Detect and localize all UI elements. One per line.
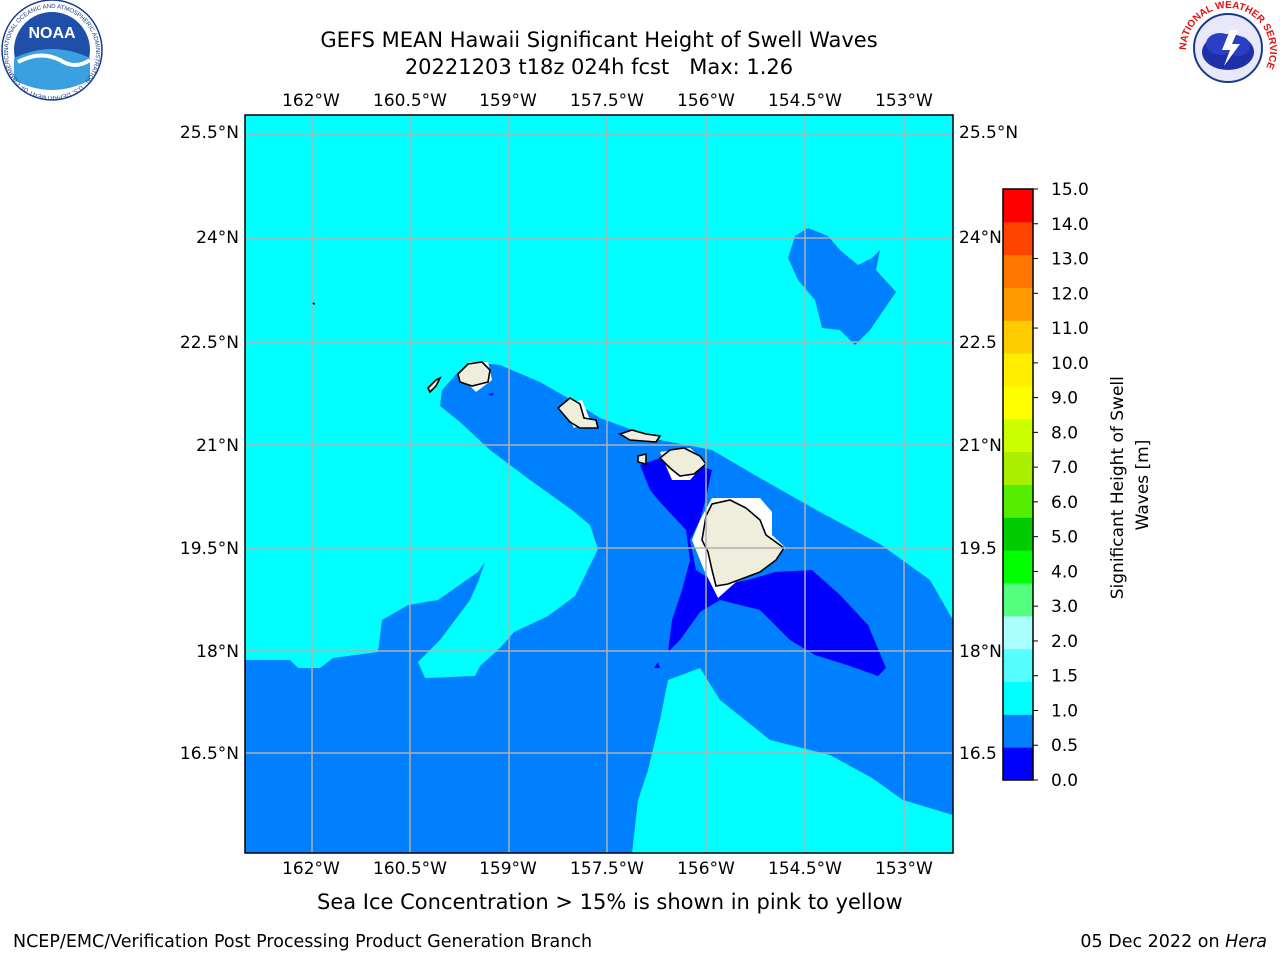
lon-ticks-bottom: 162°W 160.5°W 159°W 157.5°W 156°W 154.5°…	[282, 859, 933, 879]
colorbar-tick-label: 1.5	[1051, 667, 1078, 687]
lon-tick-top: 159°W	[479, 91, 537, 111]
island-lanai	[637, 452, 647, 466]
nws-logo: NATIONAL WEATHER SERVICE	[1178, 0, 1278, 96]
colorbar-tick-label: 7.0	[1051, 458, 1078, 478]
colorbar-label: Significant Height of Swell Waves [m]	[1108, 371, 1153, 600]
contour-band-0.5-1.0	[245, 362, 953, 853]
lon-tick-top: 162°W	[282, 91, 340, 111]
gridlines	[245, 115, 953, 853]
colorbar-tick-label: 0.5	[1051, 736, 1078, 756]
colorbar	[1002, 188, 1034, 781]
island-kauai	[457, 361, 491, 387]
lat-tick-right: 25.5°N	[959, 123, 1018, 143]
lon-tick-top: 156°W	[677, 91, 735, 111]
lon-tick-bottom: 154.5°W	[768, 859, 842, 879]
lat-tick-left: 24°N	[196, 228, 239, 248]
lon-ticks-top: 162°W 160.5°W 159°W 157.5°W 156°W 154.5°…	[282, 91, 933, 111]
lat-ticks-left: 25.5°N 24°N 22.5°N 21°N 19.5°N 18°N 16.5…	[180, 123, 239, 764]
colorbar-tick-label: 15.0	[1051, 180, 1089, 200]
colorbar-tick-label: 11.0	[1051, 319, 1089, 339]
colorbar-tick-label: 10.0	[1051, 354, 1089, 374]
footer-date-text: 05 Dec 2022 on	[1080, 932, 1220, 952]
colorbar-segment	[1003, 550, 1033, 584]
colorbar-tick-label: 0.0	[1051, 771, 1078, 791]
contour-band-0.5-1.0-north	[788, 228, 896, 345]
lat-tick-left: 22.5°N	[180, 333, 239, 353]
island-hawaii	[701, 499, 786, 587]
colorbar-segment	[1003, 517, 1033, 551]
colorbar-segment	[1003, 714, 1033, 748]
lon-tick-bottom: 153°W	[875, 859, 933, 879]
lat-tick-right: 19.5	[959, 539, 997, 559]
sea-ice-note: Sea Ice Concentration > 15% is shown in …	[317, 890, 903, 914]
lon-tick-bottom: 160.5°W	[373, 859, 447, 879]
lon-tick-top: 157.5°W	[570, 91, 644, 111]
colorbar-tick-label: 5.0	[1051, 528, 1078, 548]
lat-tick-right: 18°N	[959, 642, 1002, 662]
colorbar-tick-label: 9.0	[1051, 389, 1078, 409]
colorbar-segment	[1003, 681, 1033, 715]
colorbar-segment	[1003, 451, 1033, 485]
lat-tick-right: 21°N	[959, 436, 1002, 456]
noaa-logo-text: NOAA	[28, 25, 76, 42]
land-masses	[311, 302, 786, 587]
lon-tick-bottom: 159°W	[479, 859, 537, 879]
colorbar-ticks: 0.0 0.5 1.0 1.5 2.0 3.0 4.0 5.0 6.0 7.0 8.0 9.0 10.0…	[1033, 180, 1089, 791]
colorbar-tick-label: 8.0	[1051, 423, 1078, 443]
footer-host: Hera	[1225, 932, 1267, 952]
lon-tick-top: 153°W	[875, 91, 933, 111]
lon-tick-top: 160.5°W	[373, 91, 447, 111]
noaa-logo: NOAA NATIONAL OCEANIC AND ATMOSPHERIC AD…	[1, 0, 103, 101]
lat-tick-left: 16.5°N	[180, 744, 239, 764]
colorbar-tick-label: 1.0	[1051, 701, 1078, 721]
island-oahu	[556, 397, 600, 429]
map-frame	[244, 114, 954, 854]
colorbar-segment	[1003, 747, 1033, 781]
lon-tick-bottom: 157.5°W	[570, 859, 644, 879]
map-subtitle: 20221203 t18z 024h fcst Max: 1.26	[404, 55, 794, 79]
colorbar-tick-label: 2.0	[1051, 632, 1078, 652]
swell-contour-field	[245, 115, 953, 853]
contour-band-0.0-0.5-dot	[654, 662, 660, 668]
lat-tick-left: 19.5°N	[180, 539, 239, 559]
colorbar-tick-label: 6.0	[1051, 493, 1078, 513]
colorbar-tick-label: 14.0	[1051, 215, 1089, 235]
colorbar-segment	[1003, 353, 1033, 387]
colorbar-segment	[1003, 386, 1033, 420]
colorbar-segment	[1003, 189, 1033, 223]
colorbar-segment	[1003, 287, 1033, 321]
lat-tick-right: 16.5	[959, 744, 997, 764]
lon-tick-bottom: 156°W	[677, 859, 735, 879]
lat-tick-left: 21°N	[196, 436, 239, 456]
island-molokai	[618, 429, 662, 443]
footer-date: 05 Dec 2022 on Hera	[1080, 932, 1267, 952]
lat-tick-right: 24°N	[959, 228, 1002, 248]
map-title: GEFS MEAN Hawaii Significant Height of S…	[320, 28, 878, 52]
colorbar-segment	[1003, 254, 1033, 288]
lat-tick-left: 18°N	[196, 642, 239, 662]
footer-credit: NCEP/EMC/Verification Post Processing Pr…	[13, 932, 593, 952]
colorbar-tick-label: 4.0	[1051, 562, 1078, 582]
colorbar-tick-label: 12.0	[1051, 284, 1089, 304]
colorbar-segment	[1003, 648, 1033, 682]
colorbar-segment	[1003, 418, 1033, 453]
contour-band-0.0-0.5-dot-2	[488, 393, 494, 396]
colorbar-tick-label: 13.0	[1051, 250, 1089, 270]
contour-band-0.0-0.5	[640, 458, 886, 676]
colorbar-segment	[1003, 320, 1033, 354]
colorbar-segment	[1003, 583, 1033, 617]
colorbar-segment	[1003, 221, 1033, 256]
island-niihau	[427, 376, 442, 394]
lat-tick-right: 22.5	[959, 333, 997, 353]
colorbar-frame	[1002, 188, 1034, 781]
colorbar-segment	[1003, 484, 1033, 518]
lon-tick-top: 154.5°W	[768, 91, 842, 111]
colorbar-tick-label: 3.0	[1051, 597, 1078, 617]
colorbar-segment	[1003, 615, 1033, 650]
lat-tick-left: 25.5°N	[180, 123, 239, 143]
lat-ticks-right: 25.5°N 24°N 22.5 21°N 19.5 18°N 16.5	[959, 123, 1018, 764]
lon-tick-bottom: 162°W	[282, 859, 340, 879]
